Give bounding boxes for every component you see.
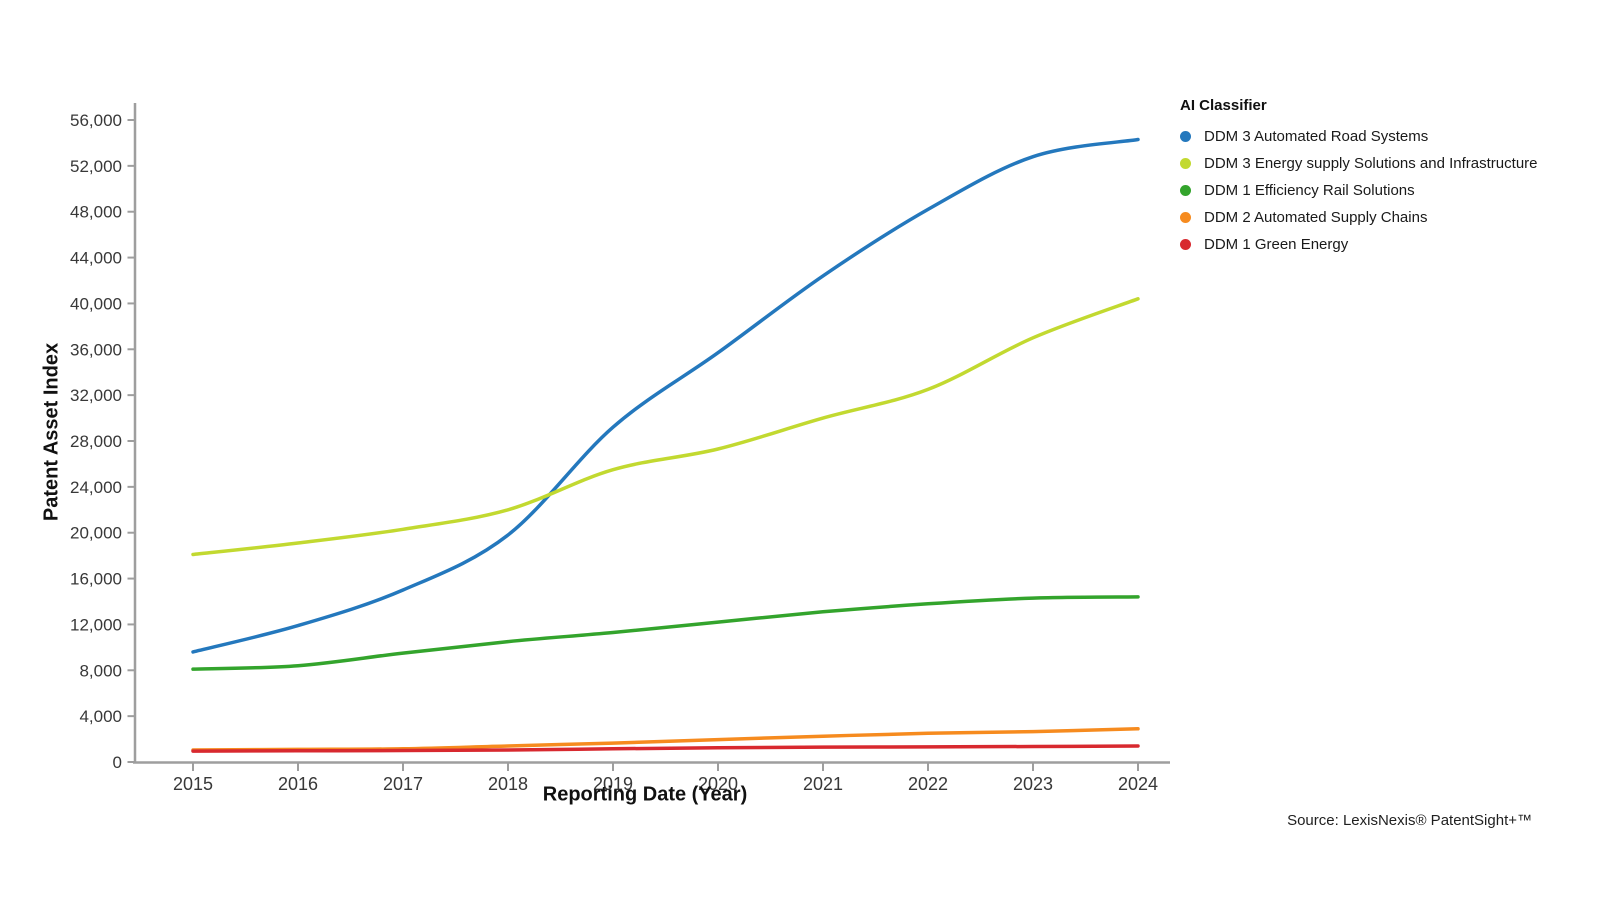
legend-label: DDM 1 Green Energy — [1204, 236, 1349, 253]
y-tick-label: 28,000 — [70, 432, 122, 451]
y-axis-title: Patent Asset Index — [40, 342, 63, 522]
y-tick-label: 4,000 — [79, 707, 122, 726]
x-tick-label: 2020 — [698, 774, 738, 794]
legend-swatch-icon — [1180, 158, 1191, 169]
y-tick-label: 0 — [113, 753, 122, 772]
y-tick-label: 36,000 — [70, 340, 122, 359]
y-tick-label: 56,000 — [70, 111, 122, 130]
x-tick-label: 2023 — [1013, 774, 1053, 794]
source-note: Source: LexisNexis® PatentSight+™ — [1287, 812, 1532, 829]
legend: AI Classifier DDM 3 Automated Road Syste… — [1180, 97, 1538, 258]
legend-title: AI Classifier — [1180, 97, 1267, 114]
y-tick-label: 12,000 — [70, 615, 122, 634]
legend-item-2: DDM 3 Energy supply Solutions and Infras… — [1180, 150, 1538, 177]
y-tick-label: 20,000 — [70, 524, 122, 543]
y-tick-label: 32,000 — [70, 386, 122, 405]
series-line-ddm-1-green-energy — [191, 744, 1140, 753]
legend-swatch-icon — [1180, 239, 1191, 250]
x-axis-title: Reporting Date (Year) — [542, 783, 748, 806]
series-line-ddm-3-automated-road-systems — [191, 137, 1140, 654]
y-tick-label: 52,000 — [70, 157, 122, 176]
legend-label: DDM 2 Automated Supply Chains — [1204, 209, 1428, 226]
x-tick-label: 2021 — [803, 774, 843, 794]
legend-item-3: DDM 1 Efficiency Rail Solutions — [1180, 177, 1538, 204]
y-tick-label: 40,000 — [70, 294, 122, 313]
y-tick-label: 44,000 — [70, 249, 122, 268]
legend-label: DDM 3 Energy supply Solutions and Infras… — [1204, 155, 1538, 172]
legend-items: DDM 3 Automated Road Systems DDM 3 Energy… — [1180, 123, 1538, 258]
legend-swatch-icon — [1180, 212, 1191, 223]
legend-swatch-icon — [1180, 185, 1191, 196]
y-tick-label: 48,000 — [70, 203, 122, 222]
legend-item-5: DDM 1 Green Energy — [1180, 231, 1538, 258]
x-tick-label: 2015 — [173, 774, 213, 794]
series-line-ddm-1-efficiency-rail-solutions — [191, 595, 1140, 671]
series-line-ddm-3-energy-supply-solutions-and-infrastructure — [191, 297, 1140, 557]
x-tick-label: 2024 — [1118, 774, 1158, 794]
legend-label: DDM 1 Efficiency Rail Solutions — [1204, 182, 1415, 199]
legend-item-4: DDM 2 Automated Supply Chains — [1180, 204, 1538, 231]
y-tick-label: 16,000 — [70, 570, 122, 589]
x-tick-label: 2017 — [383, 774, 423, 794]
x-tick-label: 2019 — [593, 774, 633, 794]
legend-label: DDM 3 Automated Road Systems — [1204, 128, 1429, 145]
y-tick-label: 8,000 — [79, 661, 122, 680]
y-tick-label: 24,000 — [70, 478, 122, 497]
x-tick-label: 2016 — [278, 774, 318, 794]
x-tick-label: 2018 — [488, 774, 528, 794]
legend-item-1: DDM 3 Automated Road Systems — [1180, 123, 1538, 150]
x-tick-label: 2022 — [908, 774, 948, 794]
legend-swatch-icon — [1180, 131, 1191, 142]
